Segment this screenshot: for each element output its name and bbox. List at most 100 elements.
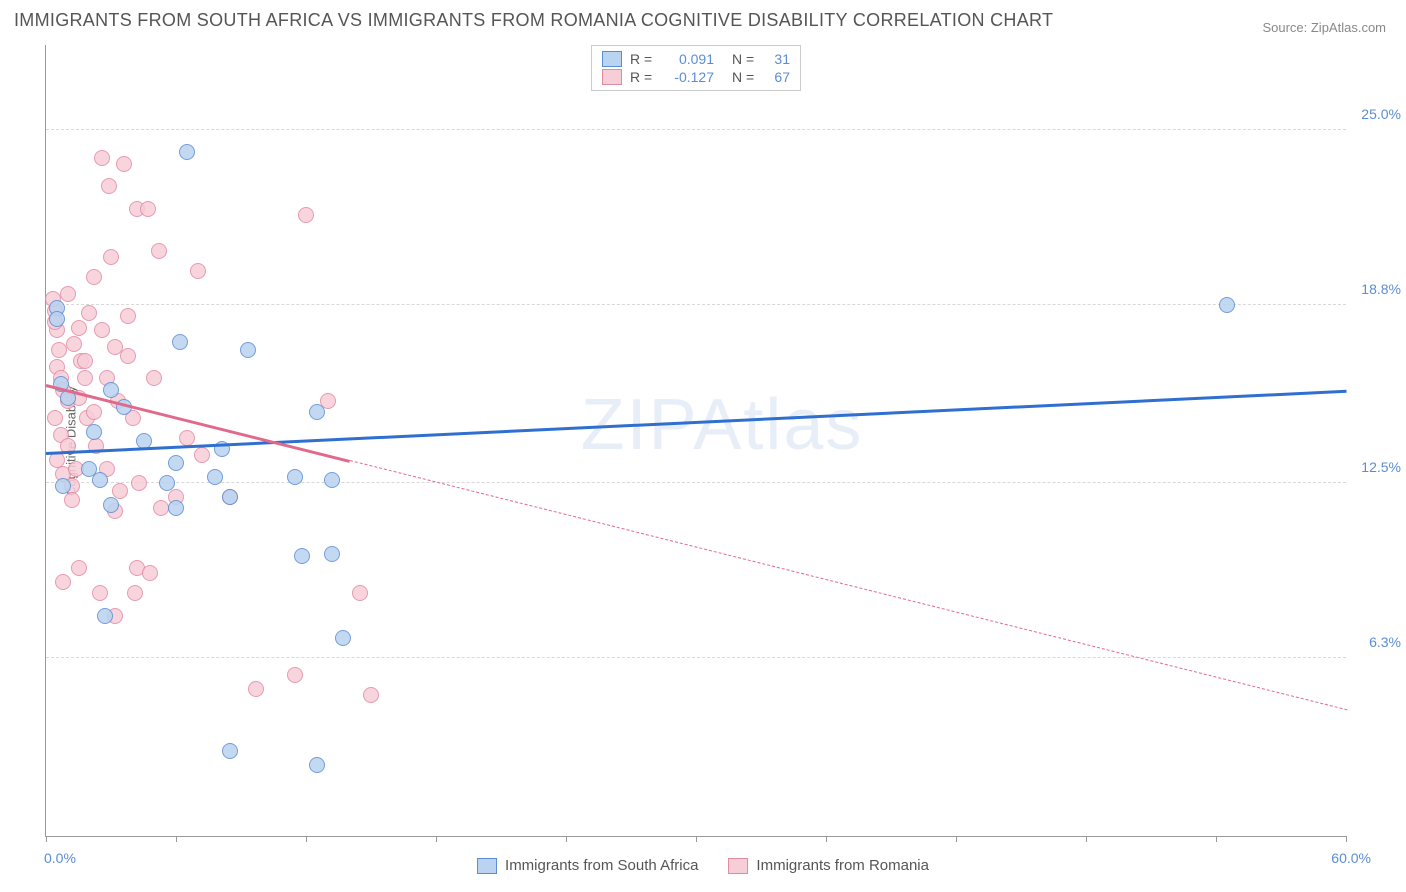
legend-top: R = 0.091 N = 31 R = -0.127 N = 67 — [591, 45, 801, 91]
scatter-point — [240, 342, 256, 358]
trend-line — [46, 390, 1347, 455]
scatter-point — [51, 342, 67, 358]
scatter-point — [86, 424, 102, 440]
legend-row: R = -0.127 N = 67 — [602, 68, 790, 86]
legend-r-label: R = — [630, 69, 654, 85]
scatter-point — [309, 757, 325, 773]
scatter-point — [66, 336, 82, 352]
scatter-point — [335, 630, 351, 646]
scatter-point — [131, 475, 147, 491]
x-tick — [1216, 836, 1217, 842]
legend-swatch — [602, 69, 622, 85]
scatter-point — [86, 404, 102, 420]
legend-r-value: 0.091 — [662, 51, 714, 67]
x-max-label: 60.0% — [1331, 850, 1371, 866]
y-tick-label: 18.8% — [1361, 281, 1401, 297]
scatter-point — [194, 447, 210, 463]
scatter-point — [140, 201, 156, 217]
scatter-point — [287, 667, 303, 683]
scatter-point — [55, 478, 71, 494]
x-min-label: 0.0% — [44, 850, 76, 866]
legend-label: Immigrants from Romania — [756, 857, 929, 874]
scatter-point — [77, 370, 93, 386]
gridline — [46, 482, 1346, 483]
scatter-point — [207, 469, 223, 485]
scatter-point — [172, 334, 188, 350]
legend-item: Immigrants from South Africa — [477, 857, 698, 874]
scatter-point — [71, 560, 87, 576]
x-tick — [46, 836, 47, 842]
x-tick — [696, 836, 697, 842]
x-tick — [436, 836, 437, 842]
scatter-point — [179, 144, 195, 160]
scatter-point — [77, 353, 93, 369]
y-tick-label: 12.5% — [1361, 459, 1401, 475]
legend-item: Immigrants from Romania — [728, 857, 929, 874]
scatter-point — [94, 150, 110, 166]
scatter-point — [363, 687, 379, 703]
scatter-point — [352, 585, 368, 601]
scatter-point — [71, 320, 87, 336]
scatter-point — [92, 585, 108, 601]
x-tick — [1346, 836, 1347, 842]
legend-row: R = 0.091 N = 31 — [602, 50, 790, 68]
scatter-point — [324, 472, 340, 488]
scatter-point — [94, 322, 110, 338]
legend-n-label: N = — [732, 51, 756, 67]
scatter-point — [222, 489, 238, 505]
scatter-point — [248, 681, 264, 697]
y-tick-label: 6.3% — [1369, 634, 1401, 650]
scatter-point — [103, 249, 119, 265]
legend-swatch — [728, 858, 748, 874]
legend-swatch — [602, 51, 622, 67]
scatter-point — [55, 574, 71, 590]
scatter-point — [127, 585, 143, 601]
x-tick — [826, 836, 827, 842]
scatter-point — [309, 404, 325, 420]
scatter-point — [190, 263, 206, 279]
scatter-point — [81, 305, 97, 321]
scatter-point — [168, 455, 184, 471]
x-tick — [306, 836, 307, 842]
gridline — [46, 304, 1346, 305]
scatter-point — [97, 608, 113, 624]
scatter-point — [86, 269, 102, 285]
scatter-point — [64, 492, 80, 508]
scatter-point — [49, 311, 65, 327]
y-tick-label: 25.0% — [1361, 106, 1401, 122]
scatter-point — [294, 548, 310, 564]
x-tick — [956, 836, 957, 842]
source-label: Source: ZipAtlas.com — [1262, 20, 1386, 35]
scatter-point — [112, 483, 128, 499]
legend-r-label: R = — [630, 51, 654, 67]
scatter-point — [298, 207, 314, 223]
scatter-point — [159, 475, 175, 491]
scatter-point — [151, 243, 167, 259]
chart-title: IMMIGRANTS FROM SOUTH AFRICA VS IMMIGRAN… — [14, 10, 1053, 31]
scatter-point — [324, 546, 340, 562]
legend-n-value: 31 — [764, 51, 790, 67]
x-tick — [176, 836, 177, 842]
scatter-point — [116, 156, 132, 172]
legend-n-value: 67 — [764, 69, 790, 85]
scatter-point — [142, 565, 158, 581]
legend-n-label: N = — [732, 69, 756, 85]
scatter-point — [101, 178, 117, 194]
legend-swatch — [477, 858, 497, 874]
scatter-point — [47, 410, 63, 426]
scatter-point — [60, 286, 76, 302]
scatter-point — [120, 348, 136, 364]
scatter-point — [153, 500, 169, 516]
scatter-point — [287, 469, 303, 485]
gridline — [46, 129, 1346, 130]
scatter-point — [81, 461, 97, 477]
scatter-point — [179, 430, 195, 446]
x-tick — [1086, 836, 1087, 842]
legend-bottom: Immigrants from South Africa Immigrants … — [477, 857, 929, 874]
scatter-point — [222, 743, 238, 759]
scatter-point — [103, 382, 119, 398]
scatter-point — [146, 370, 162, 386]
scatter-point — [120, 308, 136, 324]
x-tick — [566, 836, 567, 842]
plot-area: ZIPAtlas Cognitive Disability 6.3%12.5%1… — [45, 45, 1346, 837]
